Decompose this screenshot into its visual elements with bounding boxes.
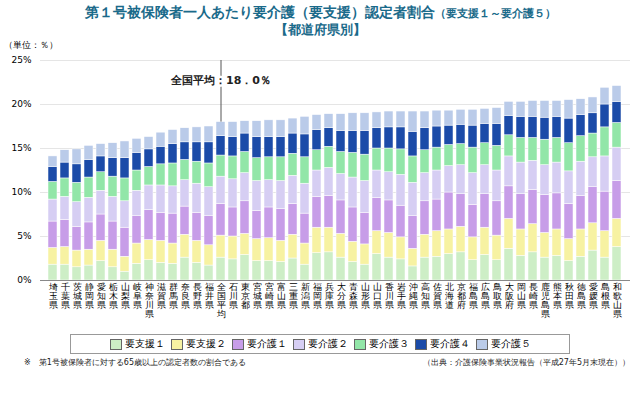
html-text:要支援２: 要支援２ bbox=[185, 338, 226, 349]
html-text:要介護２: 要介護２ bbox=[307, 338, 348, 349]
svg-text:福岡県: 福岡県 bbox=[313, 282, 322, 310]
svg-text:青森県: 青森県 bbox=[349, 282, 358, 310]
svg-text:（単位：％）: （単位：％） bbox=[4, 40, 58, 50]
svg-text:山梨県: 山梨県 bbox=[121, 282, 130, 310]
html-text:要支援１: 要支援１ bbox=[124, 338, 165, 349]
svg-text:北海道: 北海道 bbox=[445, 282, 454, 310]
svg-text:埼玉県: 埼玉県 bbox=[48, 282, 58, 310]
html-text:※ 第1号被保険者に対する65歳以上の認定者数の割合である: ※ 第1号被保険者に対する65歳以上の認定者数の割合である bbox=[24, 358, 246, 367]
svg-text:福井県: 福井県 bbox=[205, 282, 214, 310]
svg-text:群馬県: 群馬県 bbox=[168, 282, 178, 310]
svg-text:茨城県: 茨城県 bbox=[72, 282, 82, 310]
html-text:要介護５: 要介護５ bbox=[490, 338, 531, 349]
svg-text:佐賀県: 佐賀県 bbox=[433, 282, 442, 310]
svg-text:長崎県: 長崎県 bbox=[529, 282, 538, 310]
svg-text:愛媛県: 愛媛県 bbox=[589, 282, 598, 310]
svg-text:富山県: 富山県 bbox=[277, 282, 286, 310]
svg-text:東京都: 東京都 bbox=[241, 282, 250, 310]
svg-text:神奈川県: 神奈川県 bbox=[145, 282, 154, 319]
svg-text:0%: 0% bbox=[17, 275, 32, 285]
svg-text:岡山県: 岡山県 bbox=[517, 282, 526, 310]
svg-text:静岡県: 静岡県 bbox=[85, 282, 94, 310]
svg-text:秋田県: 秋田県 bbox=[565, 282, 574, 310]
svg-text:岩手県: 岩手県 bbox=[397, 282, 406, 310]
svg-text:大分県: 大分県 bbox=[337, 282, 346, 310]
svg-text:鹿児島県: 鹿児島県 bbox=[541, 282, 550, 319]
svg-text:20%: 20% bbox=[11, 99, 31, 109]
svg-text:25%: 25% bbox=[11, 55, 31, 65]
svg-text:山形県: 山形県 bbox=[361, 282, 370, 310]
svg-text:全国平均：18．0％: 全国平均：18．0％ bbox=[170, 74, 271, 87]
svg-text:山口県: 山口県 bbox=[373, 282, 382, 310]
svg-text:沖縄県: 沖縄県 bbox=[408, 282, 418, 310]
svg-text:長野県: 長野県 bbox=[193, 282, 202, 310]
svg-text:福島県: 福島県 bbox=[469, 282, 478, 310]
svg-text:奈良県: 奈良県 bbox=[181, 282, 190, 310]
svg-text:香川県: 香川県 bbox=[385, 282, 394, 310]
svg-text:全国平均: 全国平均 bbox=[216, 282, 226, 319]
svg-text:10%: 10% bbox=[11, 187, 31, 197]
html-text:【都道府県別】: 【都道府県別】 bbox=[274, 22, 366, 37]
svg-text:徳島県: 徳島県 bbox=[577, 282, 586, 310]
html-text:要介護３: 要介護３ bbox=[368, 338, 409, 349]
svg-text:千葉県: 千葉県 bbox=[61, 282, 70, 310]
svg-text:5%: 5% bbox=[17, 231, 32, 241]
html-text:要介護４: 要介護４ bbox=[429, 338, 470, 349]
svg-text:鳥取県: 鳥取県 bbox=[492, 282, 502, 310]
svg-text:京都府: 京都府 bbox=[457, 282, 466, 310]
svg-text:和歌山県: 和歌山県 bbox=[613, 282, 622, 319]
svg-text:高知県: 高知県 bbox=[421, 282, 430, 310]
svg-text:石川県: 石川県 bbox=[229, 282, 238, 310]
svg-text:栃木県: 栃木県 bbox=[109, 282, 118, 310]
svg-text:熊本県: 熊本県 bbox=[553, 282, 562, 310]
svg-text:愛知県: 愛知県 bbox=[97, 282, 106, 310]
svg-text:新潟県: 新潟県 bbox=[301, 282, 310, 310]
svg-text:三重県: 三重県 bbox=[289, 282, 298, 310]
svg-text:15%: 15% bbox=[11, 143, 31, 153]
svg-text:大阪府: 大阪府 bbox=[505, 282, 514, 310]
html-text:要介護１: 要介護１ bbox=[246, 338, 287, 349]
svg-text:滋賀県: 滋賀県 bbox=[157, 282, 166, 310]
svg-text:兵庫県: 兵庫県 bbox=[325, 282, 334, 310]
svg-text:宮崎県: 宮崎県 bbox=[265, 282, 274, 310]
html-text:第１号被保険者一人あたり要介護（要支援）認定者割合（要支援１: 第１号被保険者一人あたり要介護（要支援）認定者割合（要支援１～要介護５） bbox=[84, 4, 556, 20]
svg-text:島根県: 島根県 bbox=[601, 282, 610, 310]
html-text:（出典：介護保険事業状況報告（平成27年5月末現在））: （出典：介護保険事業状況報告（平成27年5月末現在）） bbox=[422, 358, 630, 367]
svg-text:岐阜県: 岐阜県 bbox=[133, 282, 142, 310]
svg-text:広島県: 広島県 bbox=[481, 282, 490, 310]
svg-text:宮城県: 宮城県 bbox=[252, 282, 262, 310]
